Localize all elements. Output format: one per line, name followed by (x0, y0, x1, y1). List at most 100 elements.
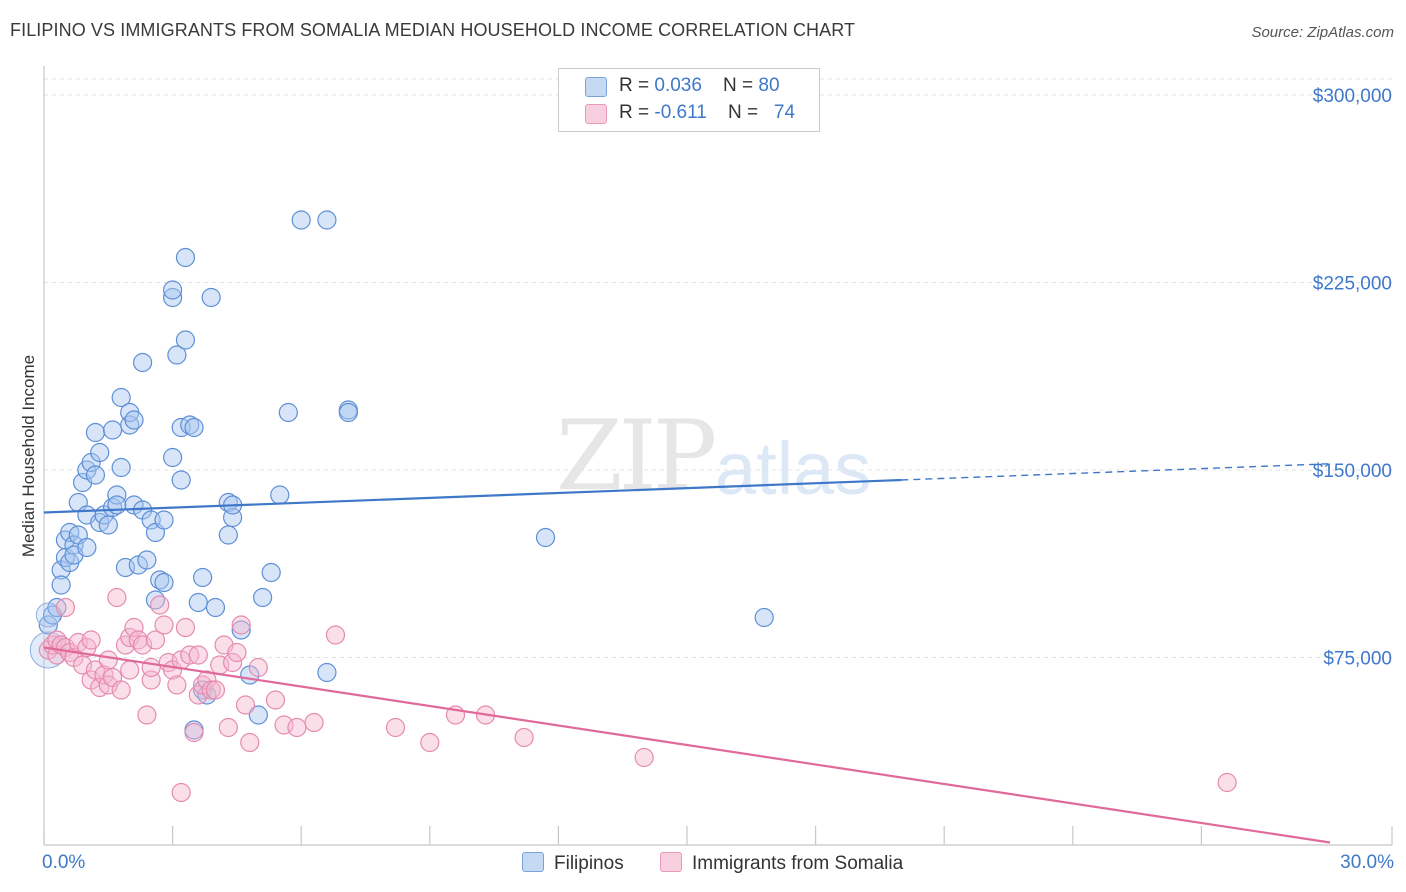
watermark-atlas: atlas (715, 427, 872, 510)
bottom-swatch-pink (660, 852, 682, 872)
filipinos-trend-line (43, 478, 902, 514)
bottom-legend-filipinos: Filipinos (522, 852, 624, 875)
somalia-point (154, 615, 174, 635)
x-tick-label: 0.0% (42, 852, 85, 873)
trend-lines (43, 463, 1331, 844)
somalia-point (141, 657, 161, 678)
filipinos-point (535, 527, 556, 548)
somalia-point (514, 727, 534, 748)
filipinos-points (29, 210, 774, 740)
somalia-point (167, 675, 187, 695)
somalia-point (1217, 772, 1237, 793)
somalia-point (205, 680, 226, 700)
legend-r-label: R = (619, 102, 655, 123)
somalia-point (132, 635, 153, 655)
somalia-trend-line (43, 646, 1331, 844)
filipinos-point (167, 345, 187, 365)
filipinos-point (171, 470, 191, 490)
somalia-point (385, 717, 406, 738)
y-tick-label: $300,000 (1313, 86, 1392, 107)
somalia-point (325, 625, 346, 645)
filipinos-point (175, 330, 196, 350)
filipinos-point (188, 592, 208, 613)
filipinos-point (137, 550, 157, 570)
somalia-point (81, 630, 101, 650)
somalia-point (137, 705, 157, 725)
somalia-point (634, 747, 654, 768)
somalia-point (218, 717, 238, 738)
filipinos-point (124, 410, 144, 430)
filipinos-point (77, 537, 97, 558)
filipinos-point (248, 705, 268, 725)
somalia-point (55, 597, 76, 618)
filipinos-point (218, 525, 238, 545)
filipinos-point (253, 587, 273, 608)
legend-r-label: R = (619, 75, 655, 96)
filipinos-point (231, 620, 251, 640)
bottom-legend-somalia: Immigrants from Somalia (660, 852, 903, 875)
filipinos-point (98, 515, 118, 535)
filipinos-point (111, 387, 131, 408)
legend-n-label: N = (727, 102, 764, 123)
somalia-point (171, 782, 191, 803)
source-label: Source: ZipAtlas.com (1251, 24, 1394, 41)
legend-r-value: 0.036 (654, 75, 702, 96)
filipinos-point (338, 402, 358, 423)
legend-n-value: 80 (758, 75, 780, 96)
somalia-point (201, 680, 221, 700)
filipinos-point (102, 420, 123, 440)
somalia-point (111, 680, 131, 700)
filipinos-point (175, 247, 196, 268)
filipinos-point (85, 465, 106, 485)
somalia-point (240, 732, 260, 753)
filipinos-point (193, 567, 213, 588)
somalia-points (38, 587, 1237, 803)
somalia-point (265, 690, 286, 710)
filipinos-point (111, 457, 131, 478)
filipinos-point (90, 442, 110, 463)
correlation-legend: R = 0.036 N = 80 R = -0.611 N = 74 (558, 68, 820, 132)
filipinos-point (291, 210, 311, 230)
legend-n-value: 74 (773, 102, 796, 123)
filipinos-point (201, 287, 221, 308)
filipinos-point (163, 447, 183, 468)
filipinos-point (184, 417, 204, 438)
tick-labels: $75,000 $150,000 $225,000 $300,000 0.0% 30.0% (42, 86, 1394, 873)
legend-n-label: N = (723, 75, 759, 96)
filipinos-point (270, 485, 290, 505)
somalia-point (98, 650, 118, 670)
filipinos-point (107, 495, 127, 515)
filipinos-point (278, 402, 298, 423)
somalia-point (287, 717, 307, 738)
somalia-point (420, 732, 440, 753)
filipinos-trend-extension (901, 463, 1331, 481)
filipinos-point (85, 422, 106, 443)
somalia-point (304, 712, 324, 733)
somalia-point (124, 617, 144, 638)
x-tick-label: 30.0% (1340, 852, 1394, 873)
filipinos-point (51, 575, 71, 595)
legend-swatch-pink (585, 104, 607, 124)
somalia-point (175, 617, 196, 638)
somalia-point (188, 645, 208, 665)
legend-swatch-blue (585, 77, 607, 97)
somalia-point (107, 587, 127, 608)
chart-title: FILIPINO VS IMMIGRANTS FROM SOMALIA MEDI… (10, 20, 856, 40)
somalia-point (235, 695, 256, 715)
filipinos-point (38, 615, 58, 635)
filipinos-point (132, 352, 153, 373)
filipinos-point (317, 662, 337, 683)
filipinos-point (107, 485, 127, 505)
filipinos-point (754, 607, 774, 628)
legend-r-value: -0.611 (654, 102, 707, 123)
somalia-point (231, 615, 251, 635)
somalia-point (248, 657, 268, 678)
watermark-zip: ZIP (556, 400, 717, 512)
filipinos-point (163, 287, 183, 308)
y-axis-label: Median Household Income (19, 355, 38, 557)
somalia-point (184, 722, 204, 743)
bottom-legend-label: Filipinos (554, 853, 624, 874)
somalia-point (145, 630, 166, 650)
somalia-point (120, 660, 140, 680)
